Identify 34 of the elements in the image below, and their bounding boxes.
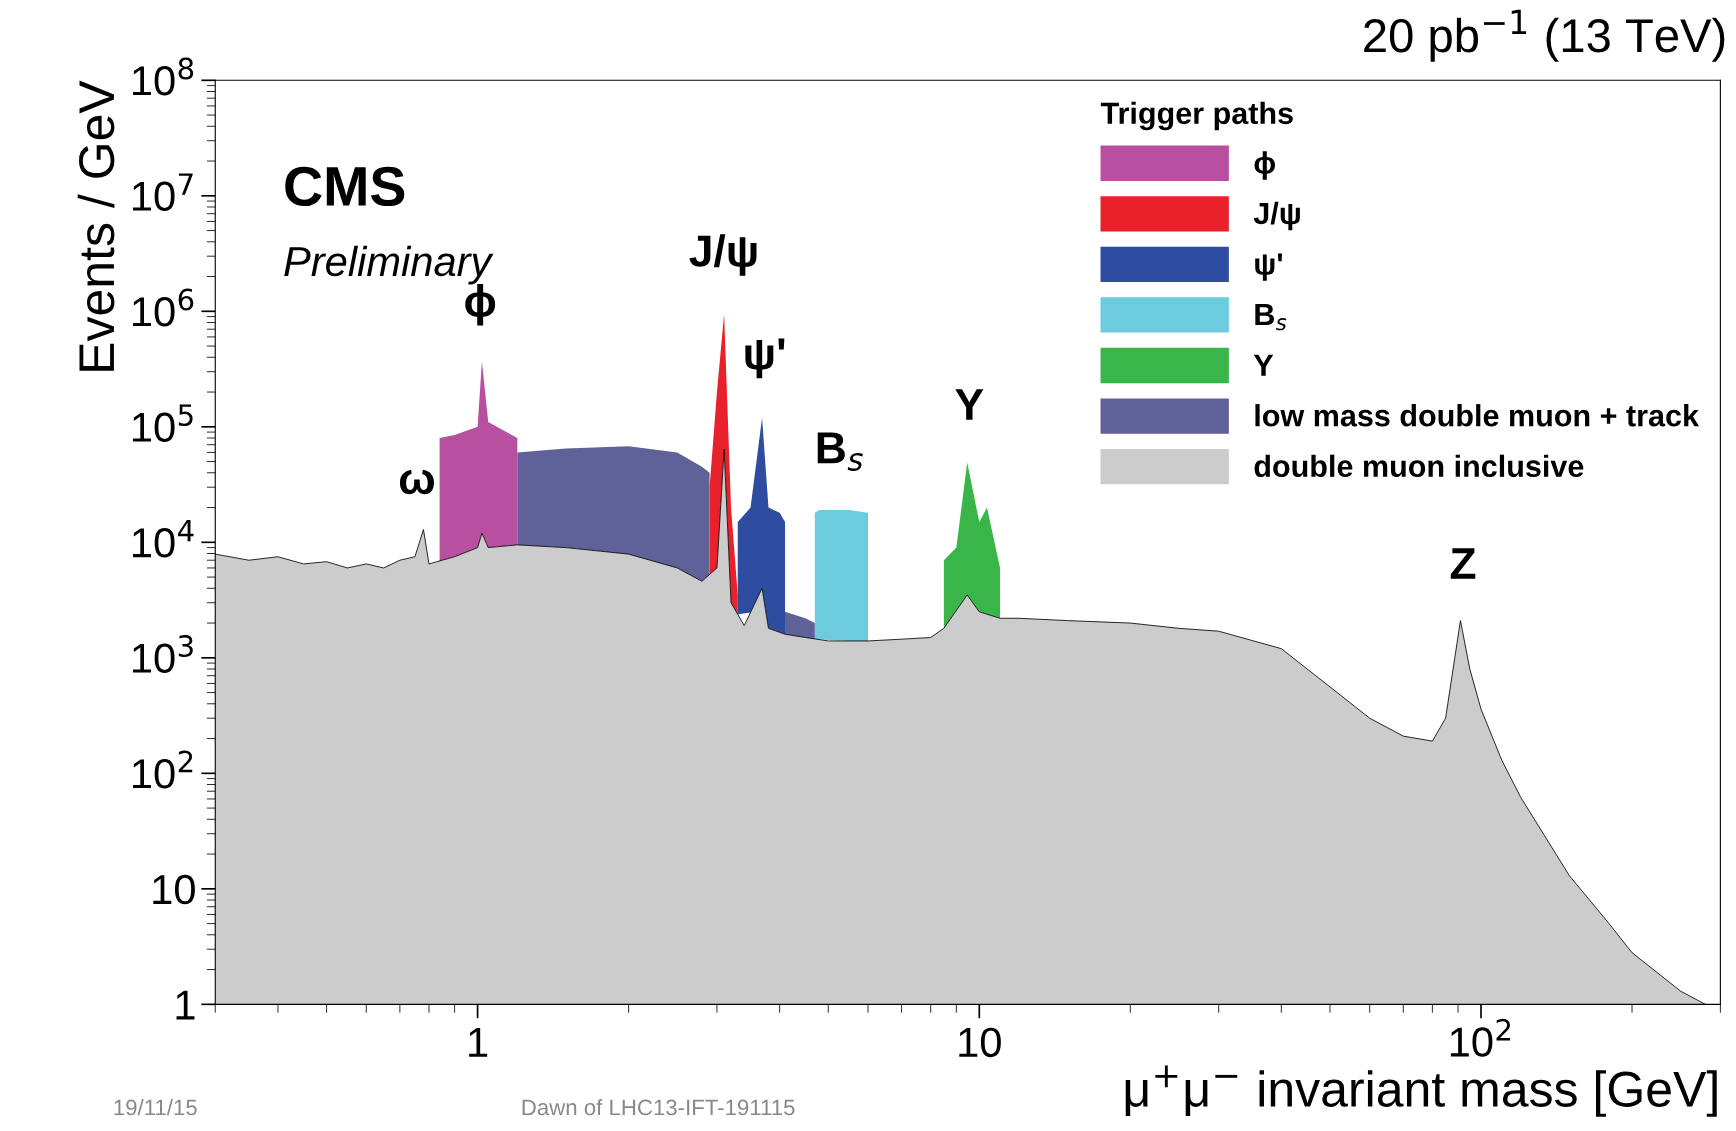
annotation: Preliminary — [284, 245, 494, 285]
annotation: ψ' — [745, 338, 785, 379]
legend-label: ϕ — [1254, 151, 1276, 180]
annotation: CMS — [285, 166, 405, 207]
legend-label: double muon inclusive — [1254, 454, 1584, 478]
x-tick-label: 10 — [959, 1027, 1001, 1058]
annotation: Z — [1450, 548, 1476, 579]
y-tick-label: 10$^{5}$ — [133, 404, 193, 443]
y-tick-label: 10$^{3}$ — [133, 635, 193, 674]
y-tick-label: 10$^{2}$ — [133, 750, 193, 789]
y-tick-label: 1 — [176, 990, 195, 1020]
text: 19/11/15 — [114, 1098, 197, 1116]
legend-label: Υ — [1253, 354, 1274, 376]
legend-label: J/ψ — [1253, 201, 1300, 231]
legend-label: ψ' — [1255, 253, 1283, 281]
annotation: ω — [399, 469, 434, 495]
y-axis-title: Events / GeV — [77, 80, 115, 371]
y-tick-label: 10$^{6}$ — [133, 288, 194, 327]
text: 20 pb$^{−1}$ (13 TeV) — [1364, 9, 1725, 62]
x-axis-title: μ$^{+}$μ$^{−}$ invariant mass [GeV] — [1125, 1065, 1717, 1117]
annotation: B$_{s}$ — [817, 432, 863, 471]
annotation: Υ — [955, 389, 984, 420]
x-tick-label: 10$^{2}$ — [1450, 1018, 1511, 1057]
legend-label: low mass double muon + track — [1255, 404, 1700, 427]
y-tick-label: 10$^{8}$ — [133, 57, 194, 96]
y-tick-label: 10 — [153, 874, 195, 905]
y-tick-label: 10$^{7}$ — [133, 173, 193, 212]
legend-label: B$_{s}$ — [1255, 304, 1287, 331]
text: Dawn of LHC13-IFT-191115 — [522, 1099, 795, 1116]
y-tick-label: 10$^{4}$ — [133, 519, 194, 558]
legend-title: Trigger paths — [1100, 101, 1293, 131]
x-tick-label: 1 — [469, 1028, 488, 1057]
annotation: J/ψ — [689, 234, 757, 276]
annotation: ϕ — [465, 284, 496, 326]
